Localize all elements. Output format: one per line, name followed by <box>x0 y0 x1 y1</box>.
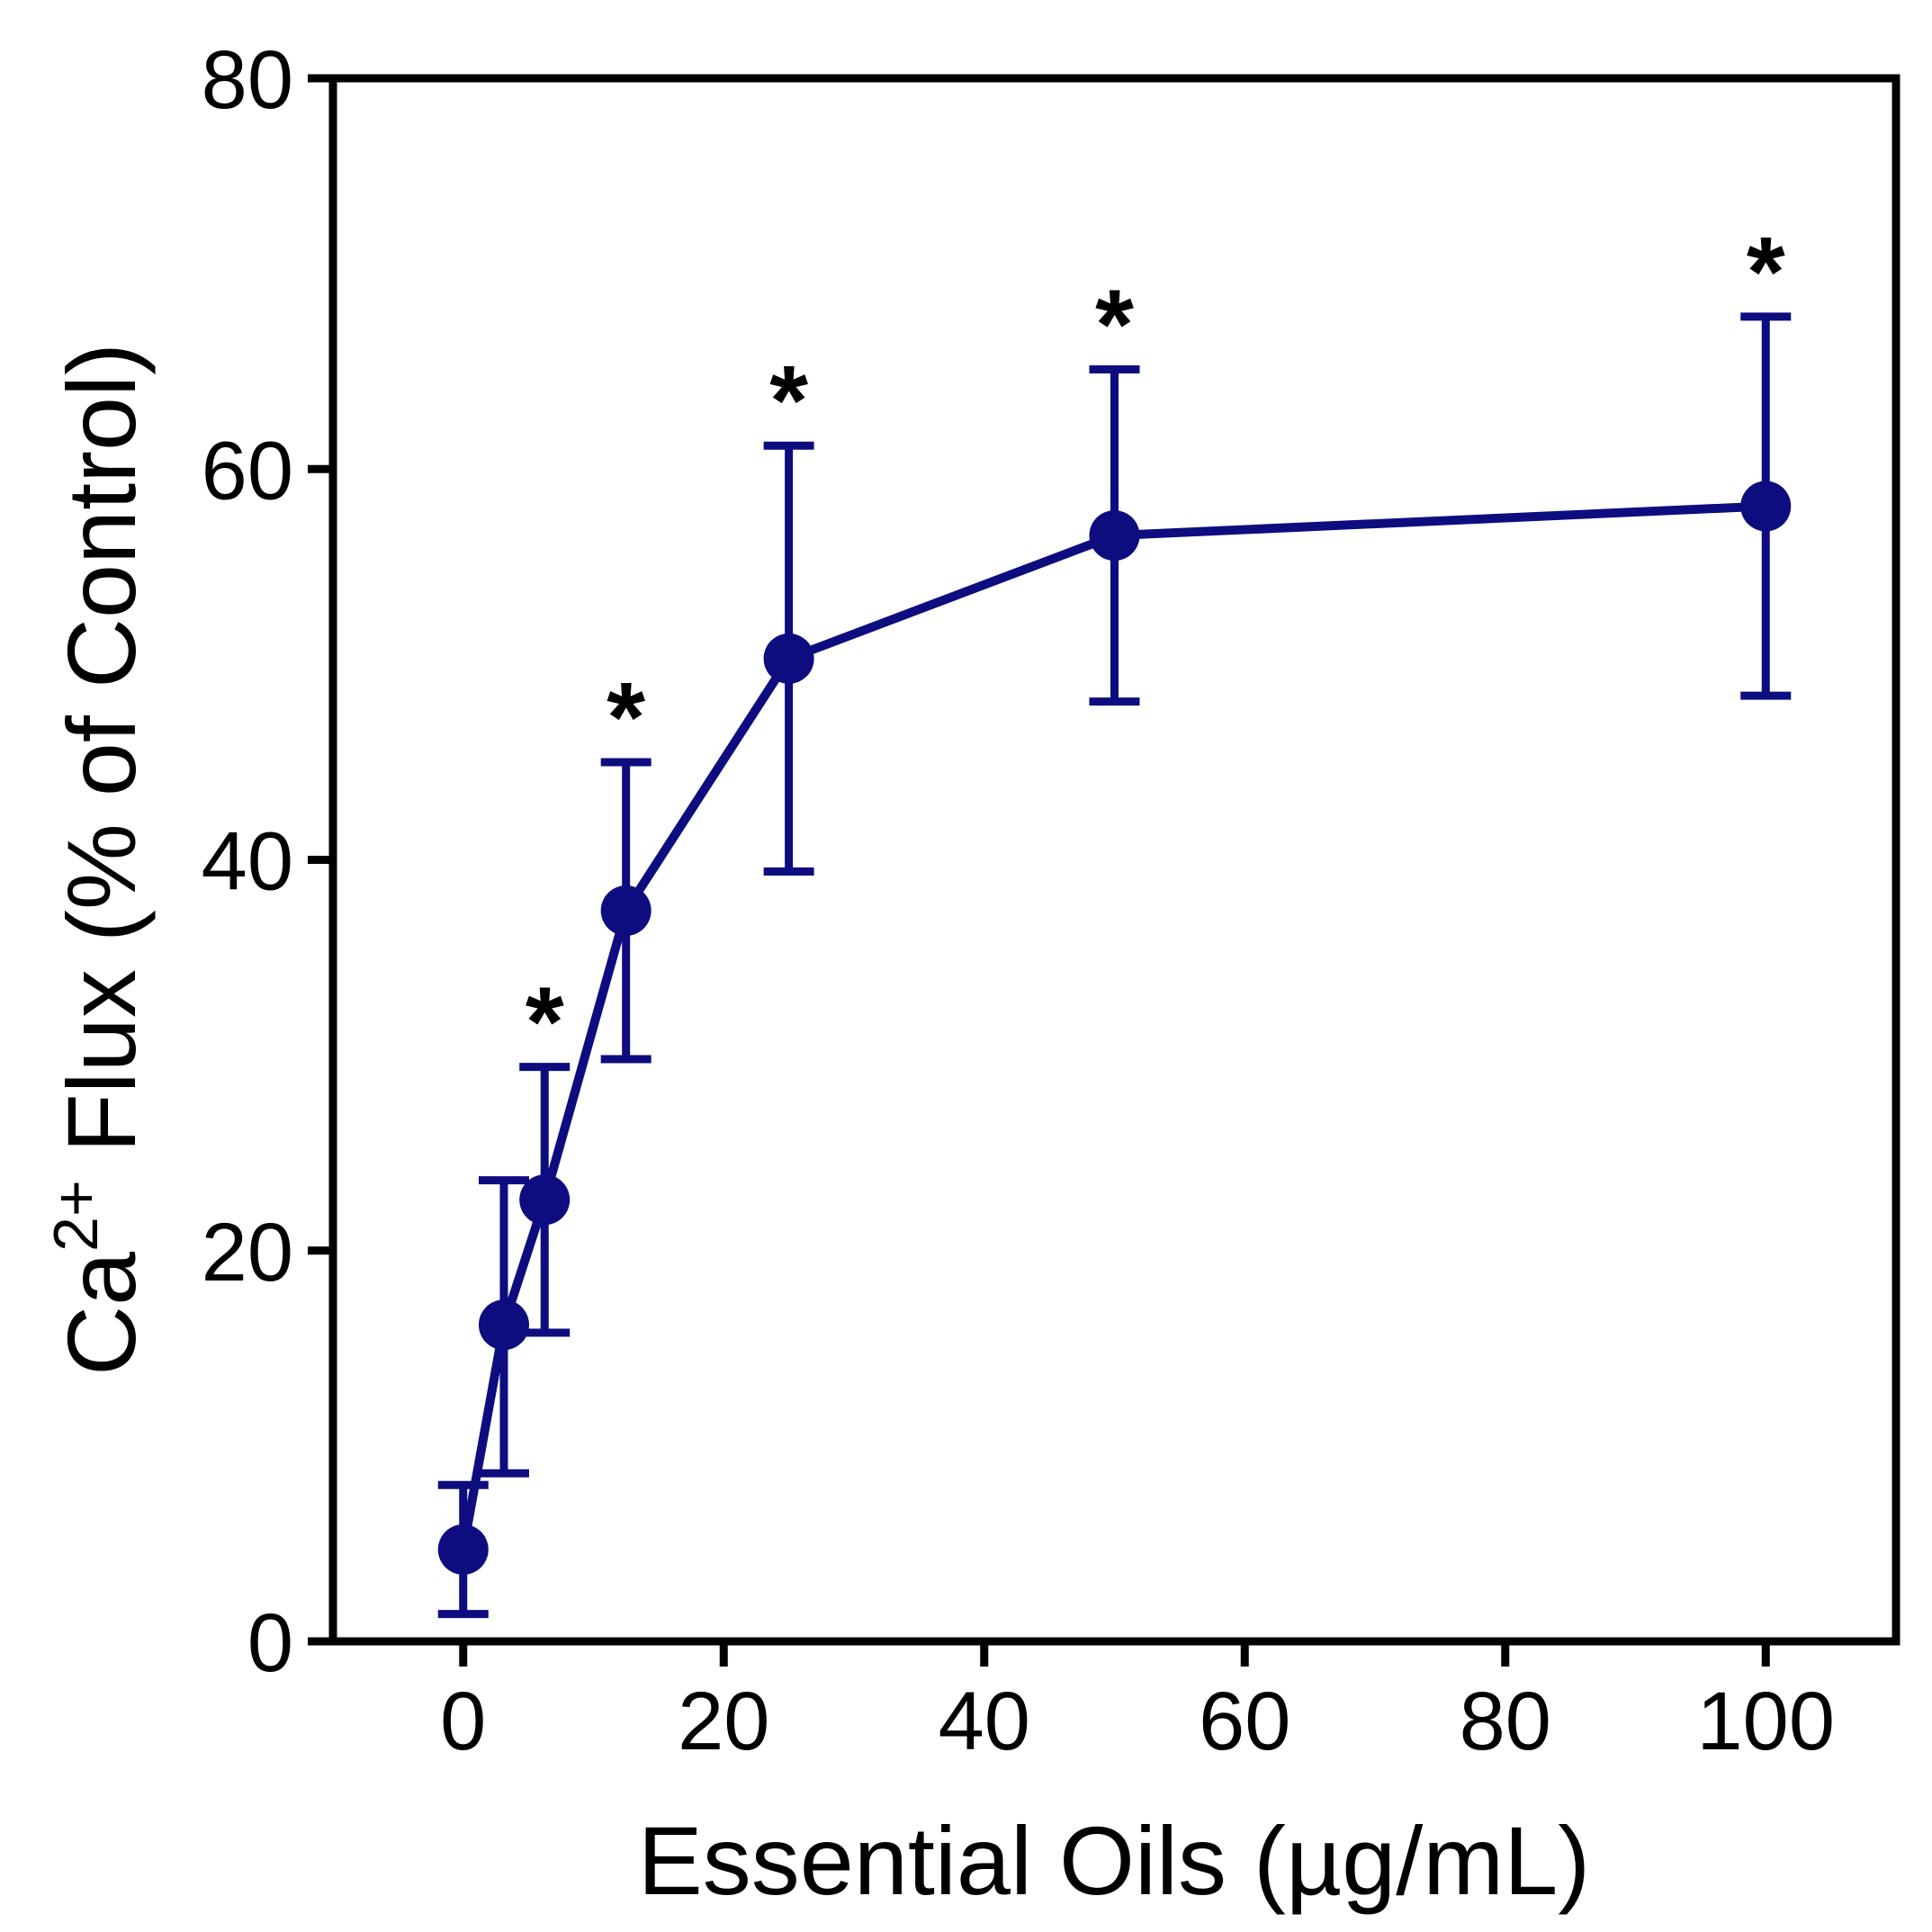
x-tick-label-4: 80 <box>1460 1676 1551 1767</box>
data-point-2 <box>519 1174 571 1226</box>
x-axis: 0 20 40 60 80 100 <box>440 1641 1835 1767</box>
data-point-0 <box>437 1523 489 1575</box>
x-tick-label-3: 60 <box>1199 1676 1290 1767</box>
y-tick-label-3: 60 <box>202 425 293 517</box>
significance-mark-3: * <box>607 662 645 773</box>
data-point-4 <box>763 633 814 684</box>
y-tick-label-0: 0 <box>247 1597 293 1689</box>
series-layer: * * * * * <box>437 217 1792 1619</box>
y-axis-title: Ca2+ Flux (% of Control) <box>40 343 156 1376</box>
significance-mark-6: * <box>1747 217 1785 328</box>
y-axis: 0 20 40 60 80 <box>202 34 333 1689</box>
data-point-5 <box>1089 510 1140 562</box>
x-tick-label-2: 40 <box>939 1676 1030 1767</box>
x-axis-title: Essential Oils (µg/mL) <box>638 1806 1590 1915</box>
data-point-6 <box>1740 481 1792 532</box>
x-tick-label-5: 100 <box>1697 1676 1836 1767</box>
data-point-3 <box>600 885 651 936</box>
y-tick-label-2: 40 <box>202 816 293 908</box>
significance-mark-5: * <box>1095 270 1134 381</box>
significance-mark-2: * <box>526 967 564 1078</box>
data-point-1 <box>478 1299 529 1351</box>
y-axis-title-rest: Flux (% of Control) <box>47 343 156 1180</box>
significance-mark-4: * <box>769 346 808 456</box>
y-axis-title-base: Ca <box>47 1251 156 1376</box>
x-tick-label-0: 0 <box>440 1676 486 1767</box>
y-tick-label-4: 80 <box>202 34 293 126</box>
y-axis-title-superscript: 2+ <box>40 1180 111 1252</box>
y-tick-label-1: 20 <box>202 1207 293 1298</box>
x-tick-label-1: 20 <box>678 1676 769 1767</box>
